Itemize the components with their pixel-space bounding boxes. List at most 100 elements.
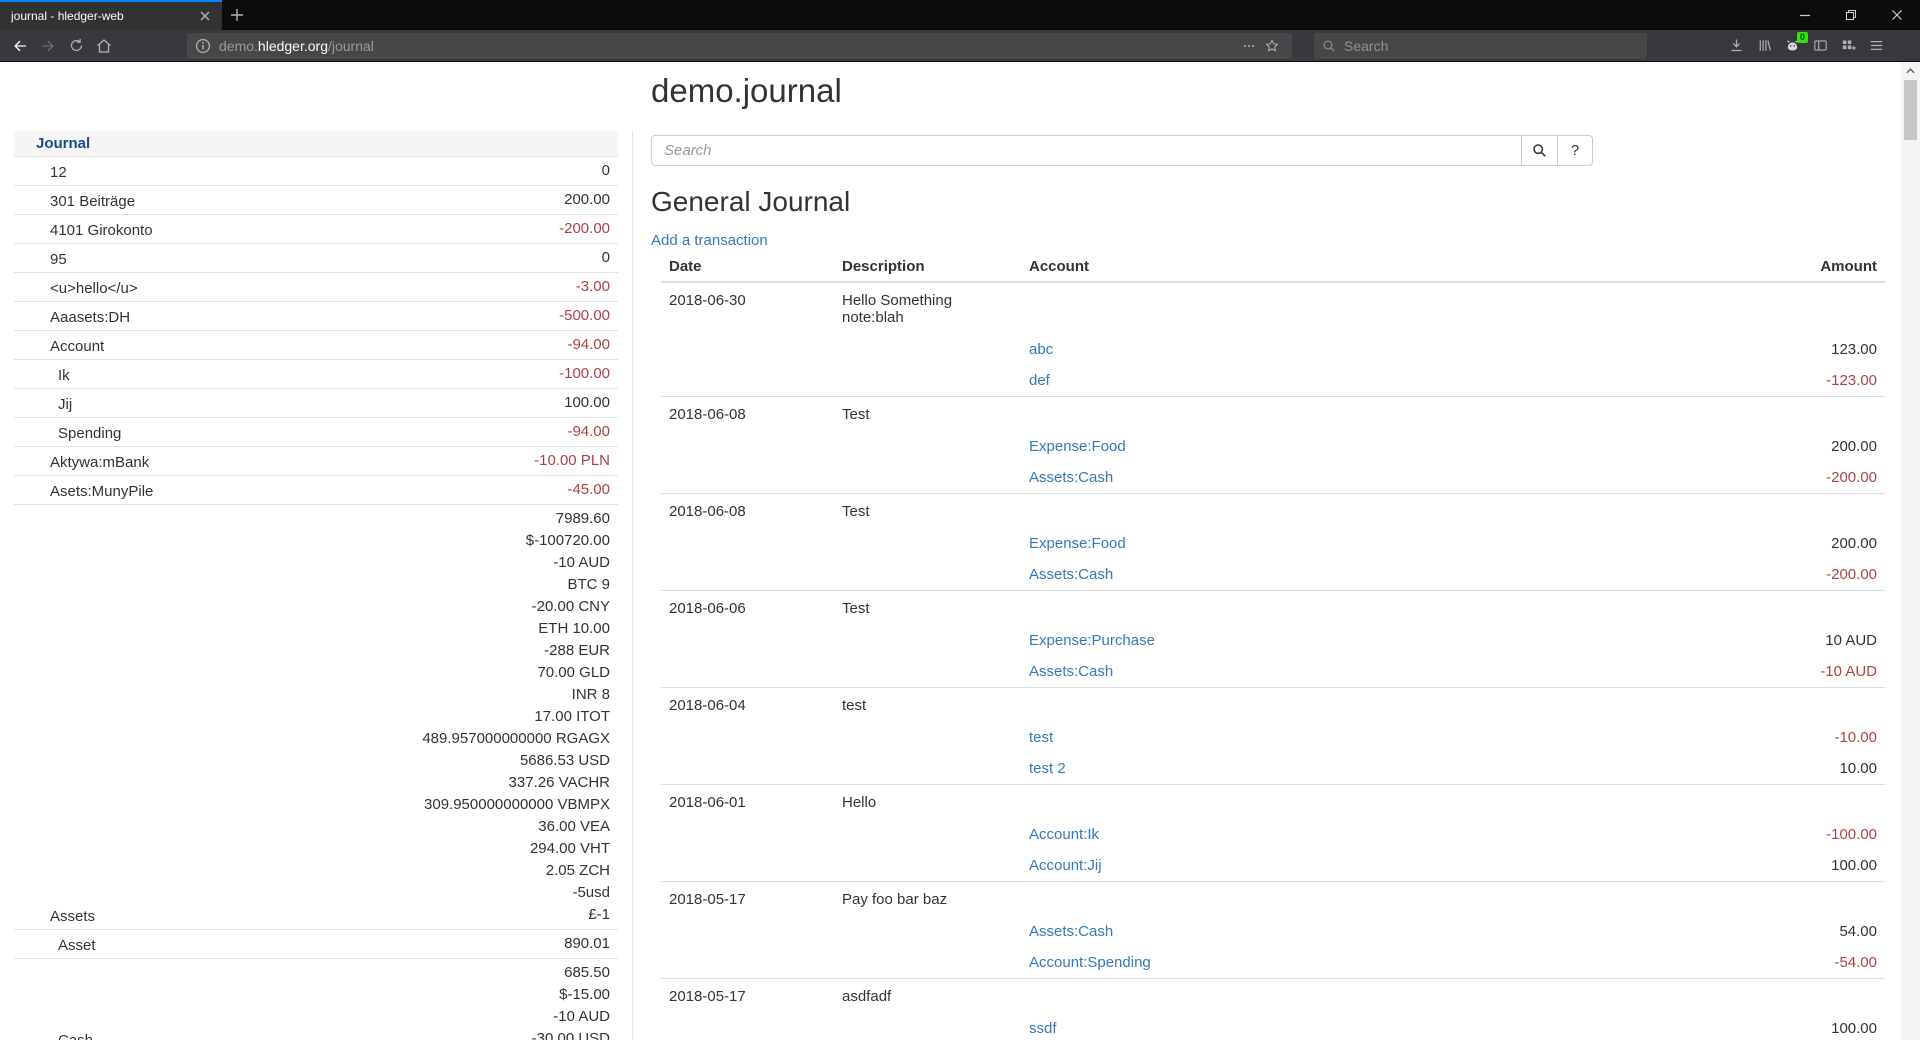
posting-account-link[interactable]: Assets:Cash [1029, 663, 1114, 680]
search-icon [1533, 144, 1546, 157]
account-balance-amount: 309.950000000000 VBMPX [424, 796, 610, 813]
sidebar-account-link[interactable]: Account [50, 338, 105, 355]
transaction-title-row[interactable]: 2018-06-06 Test [661, 590, 1885, 625]
window-minimize-button[interactable] [1782, 0, 1828, 30]
search-form: ? [651, 135, 1885, 166]
home-icon[interactable] [90, 32, 118, 60]
sidebar-account-link[interactable]: Ik [58, 367, 70, 384]
posting-row: Expense:Purchase 10 AUD [661, 625, 1885, 656]
sidebar-account-link[interactable]: 301 Beiträge [50, 193, 136, 210]
account-balance-amount: -30.00 USD [531, 1030, 610, 1040]
window-restore-button[interactable] [1828, 0, 1874, 30]
activity-stream-grid-icon[interactable] [1834, 32, 1862, 60]
posting-account-link[interactable]: ssdf [1029, 1020, 1057, 1037]
posting-account-link[interactable]: Expense:Food [1029, 438, 1126, 455]
sidebar-account-link[interactable]: Spending [58, 425, 122, 442]
posting-amount: -200.00 [1826, 566, 1877, 583]
sidebar-account-row: Asset 890.01 [14, 930, 618, 959]
posting-account-link[interactable]: test [1029, 729, 1054, 746]
sidebar-account-row: 12 0 [14, 157, 618, 186]
sidebar-account-link[interactable]: Cash [14, 1031, 93, 1040]
transaction-title-row[interactable]: 2018-06-01 Hello [661, 784, 1885, 819]
sidebar-account-link[interactable]: Asset [58, 937, 96, 954]
sidebar-account-link[interactable]: Jij [58, 396, 73, 413]
transaction-date: 2018-05-17 [661, 978, 834, 1013]
posting-account-link[interactable]: Assets:Cash [1029, 469, 1114, 486]
url-bar[interactable]: demo.hledger.org/journal [187, 32, 1292, 60]
browser-tab[interactable]: journal - hledger-web [0, 0, 222, 30]
posting-account-link[interactable]: Expense:Purchase [1029, 632, 1155, 649]
posting-account-link[interactable]: Assets:Cash [1029, 923, 1114, 940]
sidebar-account-link[interactable]: 4101 Girokonto [50, 222, 153, 239]
add-transaction-link[interactable]: Add a transaction [651, 232, 768, 249]
url-path: /journal [327, 37, 374, 54]
new-tab-button[interactable] [222, 0, 252, 30]
privacy-extension-icon[interactable]: 0 [1778, 31, 1808, 60]
sidebar-account-row: Account -94.00 [14, 331, 618, 360]
search-input[interactable] [651, 135, 1522, 166]
posting-account-link[interactable]: Assets:Cash [1029, 566, 1114, 583]
transaction-title-row[interactable]: 2018-05-17 Pay foo bar baz [661, 881, 1885, 916]
posting-account-link[interactable]: def [1029, 372, 1050, 389]
column-header-account: Account [1021, 252, 1555, 283]
search-button[interactable] [1521, 135, 1558, 166]
transaction-title-row[interactable]: 2018-06-08 Test [661, 396, 1885, 431]
transaction-title-row[interactable]: 2018-05-17 asdfadf [661, 978, 1885, 1013]
posting-account-link[interactable]: Account:Jij [1029, 857, 1102, 874]
downloads-icon[interactable] [1722, 32, 1750, 60]
library-icon[interactable] [1750, 32, 1778, 60]
account-balance-amount: -288 EUR [544, 642, 610, 659]
sidebar-header-row: Journal [14, 131, 618, 157]
page-title: demo.journal [651, 72, 842, 109]
reload-icon[interactable] [62, 32, 90, 60]
url-text: demo.hledger.org/journal [219, 38, 374, 54]
posting-row: Assets:Cash -200.00 [661, 462, 1885, 494]
posting-row: ssdf 100.00 [661, 1013, 1885, 1040]
menu-hamburger-icon[interactable] [1862, 32, 1890, 60]
transaction-title-row[interactable]: 2018-06-08 Test [661, 493, 1885, 528]
posting-row: Account:Ik -100.00 [661, 819, 1885, 850]
sidebars-toggle-icon[interactable] [1806, 32, 1834, 60]
sidebar-accounts: 12 0 301 Beiträge 200.00 4101 Girokonto -200.… [14, 157, 618, 1040]
posting-amount: -10.00 [1834, 729, 1877, 746]
search-help-button[interactable]: ? [1557, 135, 1593, 166]
posting-account-link[interactable]: Account:Spending [1029, 954, 1151, 971]
window-close-button[interactable] [1874, 0, 1920, 30]
scrollbar-thumb[interactable] [1904, 80, 1917, 140]
back-icon[interactable] [6, 32, 34, 60]
sidebar-accounts-table: Journal 12 0 301 Beiträge 200.00 4101 Giroko… [14, 131, 618, 1040]
account-balance-amount: -100.00 [559, 365, 610, 382]
account-balance-amount: 0 [601, 162, 610, 179]
sidebar-account-link[interactable]: Assets [50, 908, 96, 925]
site-info-icon[interactable] [195, 38, 211, 54]
toolbar-search-field[interactable]: Search [1314, 32, 1647, 59]
tab-close-icon[interactable] [196, 7, 214, 25]
forward-icon[interactable] [34, 32, 62, 60]
posting-account-link[interactable]: abc [1029, 341, 1054, 358]
posting-row: test 2 10.00 [661, 753, 1885, 785]
transaction-date: 2018-06-08 [661, 493, 834, 528]
account-balance: -200.00 [153, 218, 610, 240]
account-balance-amount: 2.05 ZCH [545, 862, 610, 879]
sidebar-account-link[interactable]: Aktywa:mBank [50, 454, 150, 471]
sidebar-account-link[interactable]: 95 [50, 251, 67, 268]
sidebar-account-link[interactable]: Asets:MunyPile [50, 483, 154, 500]
posting-row: def -123.00 [661, 365, 1885, 397]
sidebar-account-link[interactable]: Aaasets:DH [50, 309, 131, 326]
sidebar-account-link[interactable]: <u>hello</u> [50, 280, 138, 297]
section-title: General Journal [651, 186, 851, 217]
scroll-up-icon[interactable] [1901, 62, 1920, 79]
posting-row: Expense:Food 200.00 [661, 528, 1885, 559]
transaction-title-row[interactable]: 2018-06-30 Hello Something note:blah [661, 282, 1885, 334]
sidebar-journal-link[interactable]: Journal [36, 135, 91, 152]
page-actions-icon[interactable] [1238, 32, 1260, 60]
sidebar-account-link[interactable]: 12 [50, 164, 67, 181]
posting-amount: 10 AUD [1825, 632, 1877, 649]
posting-account-link[interactable]: Account:Ik [1029, 826, 1100, 843]
posting-account-link[interactable]: test 2 [1029, 760, 1066, 777]
bookmark-star-icon[interactable] [1260, 32, 1284, 60]
page-scrollbar[interactable] [1901, 62, 1920, 1040]
account-balance: 0 [67, 247, 610, 269]
transaction-title-row[interactable]: 2018-06-04 test [661, 687, 1885, 722]
posting-account-link[interactable]: Expense:Food [1029, 535, 1126, 552]
